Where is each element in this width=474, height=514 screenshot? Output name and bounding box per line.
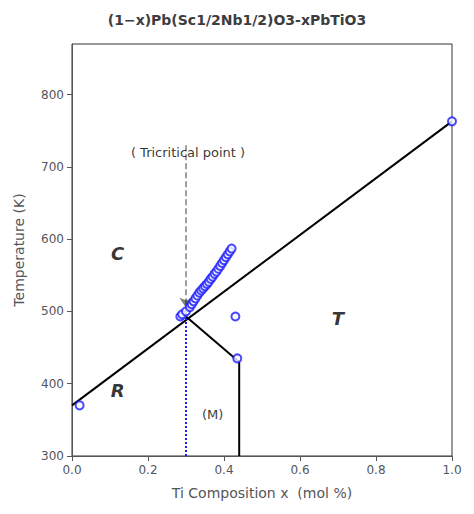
svg-text:0.8: 0.8	[366, 463, 385, 477]
svg-text:600: 600	[41, 232, 64, 246]
svg-text:500: 500	[41, 304, 64, 318]
svg-text:Ti Composition x (mol %): Ti Composition x (mol %)	[171, 485, 352, 501]
svg-text:0.0: 0.0	[62, 463, 81, 477]
svg-text:1.0: 1.0	[442, 463, 461, 477]
svg-text:800: 800	[41, 88, 64, 102]
svg-text:Temperature (K): Temperature (K)	[11, 193, 27, 307]
svg-text:0.2: 0.2	[138, 463, 157, 477]
svg-text:400: 400	[41, 377, 64, 391]
svg-text:R: R	[111, 380, 125, 401]
svg-text:(M): (M)	[202, 407, 223, 422]
svg-text:700: 700	[41, 160, 64, 174]
svg-text:T: T	[332, 308, 346, 329]
svg-text:300: 300	[41, 449, 64, 463]
svg-text:0.4: 0.4	[214, 463, 233, 477]
svg-text:(1−x)Pb(Sc1/2Nb1/2)O3-xPbTiO3: (1−x)Pb(Sc1/2Nb1/2)O3-xPbTiO3	[108, 12, 366, 28]
svg-text:C: C	[111, 243, 125, 264]
svg-text:( Tricritical point ): ( Tricritical point )	[131, 145, 245, 160]
svg-text:0.6: 0.6	[290, 463, 309, 477]
